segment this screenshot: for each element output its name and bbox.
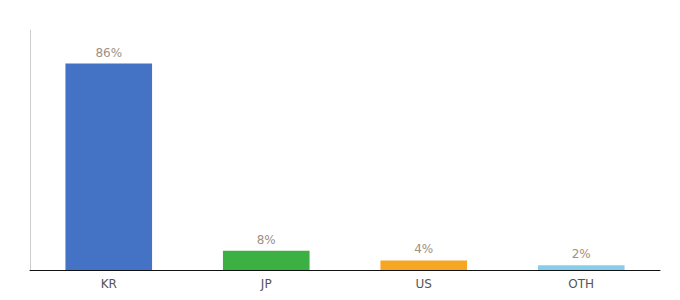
svg-text:8%: 8% — [257, 233, 276, 247]
svg-text:86%: 86% — [95, 46, 122, 60]
svg-text:2%: 2% — [572, 247, 591, 261]
svg-text:4%: 4% — [414, 242, 433, 256]
svg-text:OTH: OTH — [568, 277, 594, 291]
svg-text:JP: JP — [260, 277, 272, 291]
svg-text:KR: KR — [101, 277, 117, 291]
svg-text:US: US — [416, 277, 432, 291]
